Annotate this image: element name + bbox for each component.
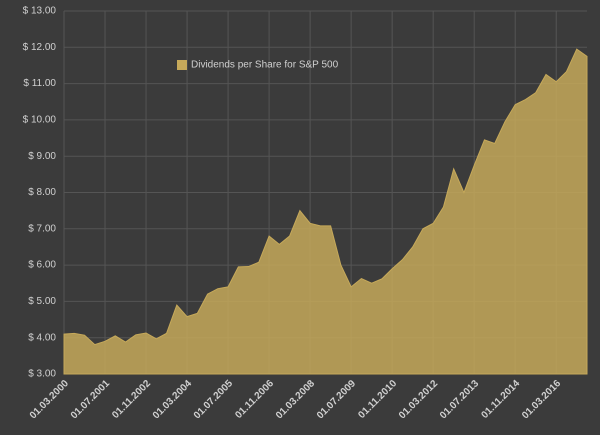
y-tick-label: $ 4.00 [28,332,56,343]
y-tick-label: $ 8.00 [28,187,56,198]
y-tick-label: $ 11.00 [23,78,56,89]
area [63,48,588,375]
y-tick-label: $ 13.00 [23,6,57,17]
y-tick-label: $ 12.00 [23,42,57,53]
y-tick-label: $ 10.00 [23,115,57,126]
y-tick-label: $ 7.00 [28,223,56,234]
y-tick-label: $ 5.00 [28,296,56,307]
y-tick-label: $ 3.00 [28,369,56,380]
y-tick-label: $ 6.00 [28,260,56,271]
legend-swatch [177,60,187,70]
y-tick-label: $ 9.00 [28,151,56,162]
legend-label: Dividends per Share for S&P 500 [191,60,339,71]
